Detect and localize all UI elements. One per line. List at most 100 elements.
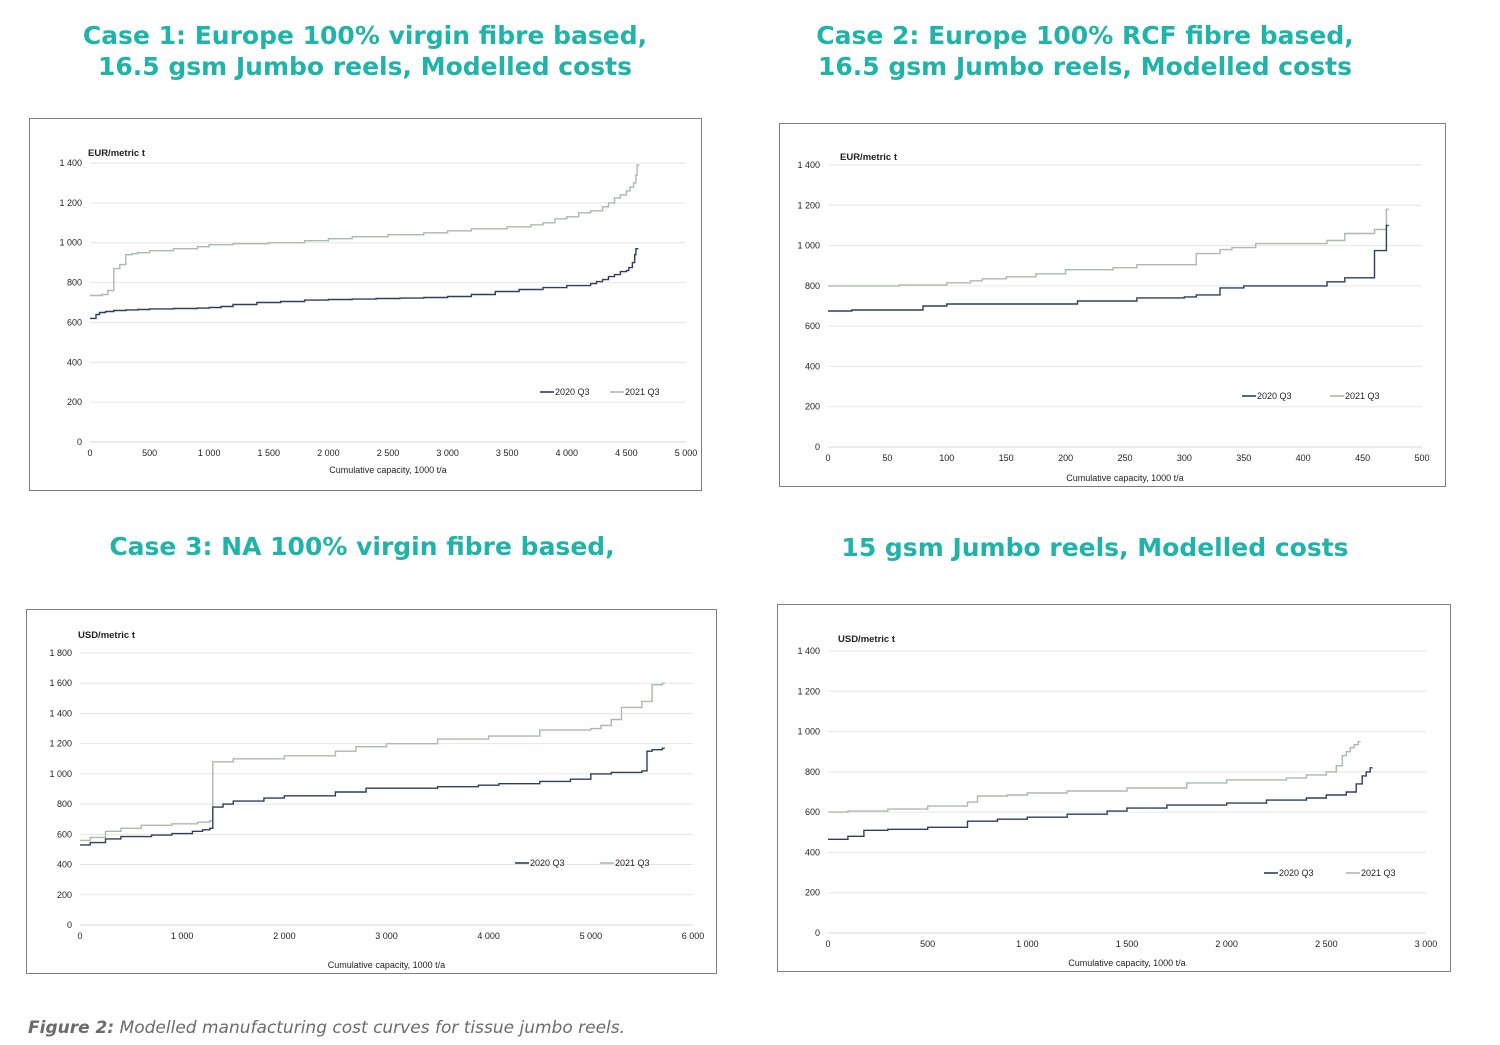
chart1-xtick-label: 3 000 bbox=[436, 448, 459, 458]
chart-case2-svg: 0 200 400 600 800 1 000 1 200 1 400 0 50 100 150 200… bbox=[797, 152, 1429, 483]
chart3-xtick-label: 4 000 bbox=[477, 931, 500, 941]
chart3-ytick-label: 1 800 bbox=[49, 648, 72, 658]
chart2-ytick-label: 0 bbox=[815, 442, 820, 452]
chart1-ytick-label: 1 000 bbox=[59, 238, 82, 248]
chart1-ytick-label: 200 bbox=[67, 397, 82, 407]
case4-title-line1: 15 gsm Jumbo reels, Modelled costs bbox=[841, 533, 1349, 562]
chart-case2: 0 200 400 600 800 1 000 1 200 1 400 0 50 100 150 200… bbox=[779, 123, 1446, 487]
chart2-legend-label: 2020 Q3 bbox=[1257, 391, 1292, 401]
chart2-ytick-label: 800 bbox=[805, 281, 820, 291]
chart1-legend-label: 2021 Q3 bbox=[625, 387, 660, 397]
chart2-ytick-label: 1 000 bbox=[797, 241, 820, 251]
chart1-xtick-label: 500 bbox=[142, 448, 157, 458]
chart2-xtick-label: 400 bbox=[1296, 453, 1311, 463]
chart1-ytick-label: 400 bbox=[67, 357, 82, 367]
chart4-ytick-label: 200 bbox=[805, 888, 820, 898]
chart4-series-2021q3-line bbox=[828, 740, 1361, 813]
chart2-xtick-label: 200 bbox=[1058, 453, 1073, 463]
chart2-xtick-label: 450 bbox=[1355, 453, 1370, 463]
chart-case4: 0 200 400 600 800 1 000 1 200 1 400 0 500 1 000 1 5… bbox=[777, 604, 1451, 972]
chart-case3: 0 200 400 600 800 1 000 1 200 1 400 1 600 1 800 0 1… bbox=[26, 609, 717, 974]
chart2-xtick-label: 300 bbox=[1177, 453, 1192, 463]
chart1-xtick-label: 3 500 bbox=[496, 448, 519, 458]
case2-title: Case 2: Europe 100% RCF fibre based, 16.… bbox=[765, 20, 1405, 82]
case3-title: Case 3: NA 100% virgin fibre based, bbox=[42, 531, 682, 562]
chart3-xtick-label: 6 000 bbox=[682, 931, 705, 941]
chart1-ytick-label: 600 bbox=[67, 317, 82, 327]
chart4-xtick-label: 0 bbox=[825, 939, 830, 949]
chart1-xtick-label: 2 000 bbox=[317, 448, 340, 458]
chart3-ylabel: USD/metric t bbox=[78, 630, 136, 641]
chart1-ytick-label: 1 200 bbox=[59, 198, 82, 208]
chart4-ytick-label: 1 200 bbox=[797, 686, 820, 696]
chart2-ylabel: EUR/metric t bbox=[840, 152, 898, 163]
case4-title: 15 gsm Jumbo reels, Modelled costs bbox=[775, 532, 1415, 563]
chart4-xlabel: Cumulative capacity, 1000 t/a bbox=[1068, 958, 1185, 968]
chart3-ytick-label: 400 bbox=[57, 860, 72, 870]
chart-case4-svg: 0 200 400 600 800 1 000 1 200 1 400 0 500 1 000 1 5… bbox=[797, 634, 1437, 968]
chart3-ytick-label: 0 bbox=[67, 920, 72, 930]
chart2-xtick-label: 250 bbox=[1117, 453, 1132, 463]
chart4-xtick-label: 2 000 bbox=[1215, 939, 1238, 949]
chart-case1-svg: 0 200 400 600 800 1 000 1 200 1 400 0 500 1 000 1 5… bbox=[59, 148, 698, 475]
chart1-ylabel: EUR/metric t bbox=[88, 148, 146, 159]
case1-title-line1: Case 1: Europe 100% virgin fibre based, bbox=[82, 21, 648, 50]
chart2-ytick-label: 400 bbox=[805, 361, 820, 371]
chart4-xtick-label: 1 500 bbox=[1116, 939, 1139, 949]
chart4-ytick-label: 1 400 bbox=[797, 646, 820, 656]
chart2-series-2020q3-line bbox=[828, 224, 1389, 312]
case2-title-line2: 16.5 gsm Jumbo reels, Modelled costs bbox=[817, 52, 1353, 81]
chart3-xtick-label: 5 000 bbox=[580, 931, 603, 941]
figure-caption: Figure 2: Modelled manufacturing cost cu… bbox=[28, 1018, 625, 1038]
chart1-ytick-label: 0 bbox=[77, 437, 82, 447]
chart1-legend-label: 2020 Q3 bbox=[555, 387, 590, 397]
chart3-ytick-label: 1 600 bbox=[49, 678, 72, 688]
chart1-series-2020q3-line bbox=[90, 248, 639, 320]
chart2-ytick-label: 600 bbox=[805, 321, 820, 331]
chart3-ytick-label: 600 bbox=[57, 829, 72, 839]
chart4-legend-label: 2020 Q3 bbox=[1279, 868, 1314, 878]
chart1-xtick-label: 0 bbox=[87, 448, 92, 458]
case1-title: Case 1: Europe 100% virgin fibre based, … bbox=[45, 20, 685, 82]
chart4-xtick-label: 1 000 bbox=[1016, 939, 1039, 949]
chart3-xtick-label: 0 bbox=[77, 931, 82, 941]
chart1-xtick-label: 5 000 bbox=[675, 448, 698, 458]
chart1-xtick-label: 4 000 bbox=[556, 448, 579, 458]
chart2-ytick-label: 1 400 bbox=[797, 160, 820, 170]
chart2-xtick-label: 0 bbox=[825, 453, 830, 463]
chart3-legend-label: 2021 Q3 bbox=[615, 858, 650, 868]
chart3-series-2020q3-line bbox=[80, 747, 665, 846]
figure-caption-label: Figure 2: bbox=[28, 1018, 115, 1038]
chart2-xtick-label: 100 bbox=[939, 453, 954, 463]
chart1-ytick-label: 1 400 bbox=[59, 158, 82, 168]
chart3-ytick-label: 1 400 bbox=[49, 708, 72, 718]
chart3-xlabel: Cumulative capacity, 1000 t/a bbox=[328, 960, 445, 970]
chart1-series-2021q3-line bbox=[90, 164, 640, 297]
chart3-ytick-label: 800 bbox=[57, 799, 72, 809]
chart3-ytick-label: 200 bbox=[57, 890, 72, 900]
chart4-ytick-label: 600 bbox=[805, 807, 820, 817]
chart4-ytick-label: 1 000 bbox=[797, 727, 820, 737]
chart2-series-2021q3-line bbox=[828, 208, 1389, 287]
chart2-ytick-label: 200 bbox=[805, 402, 820, 412]
chart4-xtick-label: 2 500 bbox=[1315, 939, 1338, 949]
chart1-xtick-label: 1 000 bbox=[198, 448, 221, 458]
chart3-ytick-label: 1 200 bbox=[49, 739, 72, 749]
chart2-legend-label: 2021 Q3 bbox=[1345, 391, 1380, 401]
chart4-series-2020q3-line bbox=[828, 767, 1373, 840]
chart1-ytick-label: 800 bbox=[67, 278, 82, 288]
chart2-xtick-label: 500 bbox=[1414, 453, 1429, 463]
chart-case3-svg: 0 200 400 600 800 1 000 1 200 1 400 1 600 1 800 0 1… bbox=[49, 630, 705, 970]
chart4-ylabel: USD/metric t bbox=[838, 634, 896, 645]
chart1-xtick-label: 1 500 bbox=[258, 448, 281, 458]
chart4-legend-label: 2021 Q3 bbox=[1361, 868, 1396, 878]
case3-title-line1: Case 3: NA 100% virgin fibre based, bbox=[109, 532, 615, 561]
case2-title-line1: Case 2: Europe 100% RCF fibre based, bbox=[816, 21, 1354, 50]
chart2-xtick-label: 150 bbox=[999, 453, 1014, 463]
chart1-xlabel: Cumulative capacity, 1000 t/a bbox=[329, 465, 446, 475]
chart1-xtick-label: 2 500 bbox=[377, 448, 400, 458]
chart4-ytick-label: 800 bbox=[805, 767, 820, 777]
chart1-xtick-label: 4 500 bbox=[615, 448, 638, 458]
chart3-xtick-label: 1 000 bbox=[171, 931, 194, 941]
chart4-ytick-label: 0 bbox=[815, 928, 820, 938]
